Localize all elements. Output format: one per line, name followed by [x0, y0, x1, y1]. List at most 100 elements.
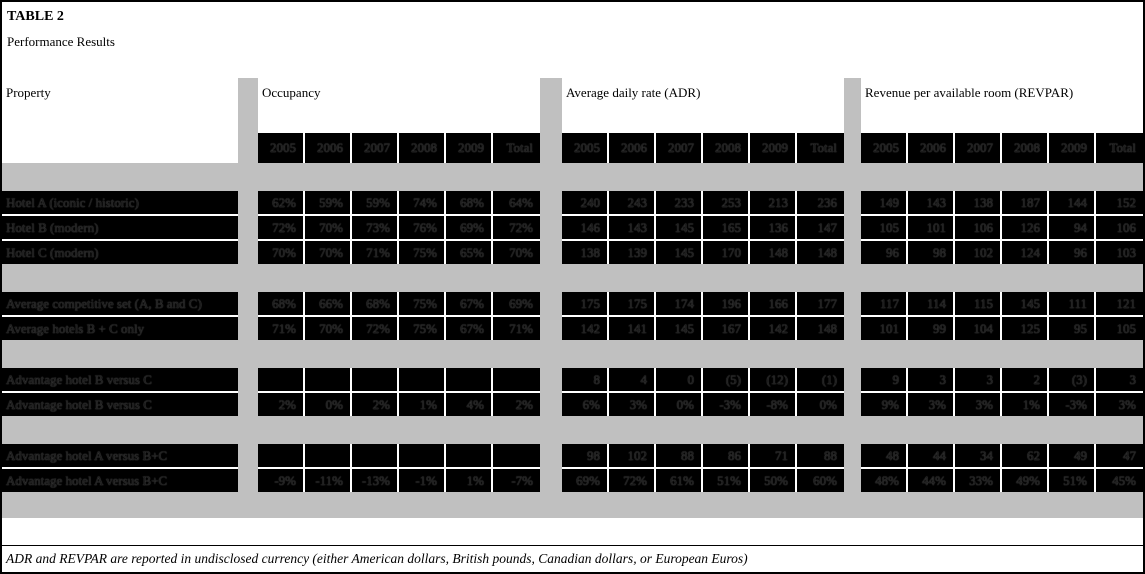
section-spacer [844, 368, 861, 393]
revpar-cell: 48% [861, 469, 908, 492]
section-spacer [540, 317, 562, 340]
table-subtitle: Performance Results [7, 34, 115, 49]
table-row: Hotel B (modern) 72% 70% 73% 76% 69% 72% 146 143… [2, 216, 1143, 241]
adr-year-header-cell: 2007 [656, 133, 703, 163]
table-row: Advantage hotel B versus C 8 4 0 (5) (12) (1) 9… [2, 368, 1143, 393]
revpar-cell: 102 [955, 241, 1002, 264]
occupancy-cell: 69% [493, 292, 540, 317]
occupancy-cell: 64% [493, 191, 540, 216]
occupancy-year-header-cell: 2009 [446, 133, 493, 163]
occupancy-year-header-cell: 2006 [305, 133, 352, 163]
occupancy-cell: 62% [258, 191, 305, 216]
occupancy-cell: 70% [493, 241, 540, 264]
column-header-property: Property [2, 78, 238, 133]
revpar-cell: 145 [1002, 292, 1049, 317]
occupancy-cell: 70% [305, 216, 352, 241]
occupancy-cell [446, 444, 493, 469]
adr-cell: 175 [562, 292, 609, 317]
revpar-cell: 34 [955, 444, 1002, 469]
revpar-cell: 101 [908, 216, 955, 241]
revpar-cell: 51% [1049, 469, 1096, 492]
occupancy-cell: 2% [493, 393, 540, 416]
section-spacer [844, 78, 861, 133]
occupancy-cell: -13% [352, 469, 399, 492]
occupancy-cell: 59% [305, 191, 352, 216]
adr-cell: 60% [797, 469, 844, 492]
revpar-cell: 103 [1096, 241, 1143, 264]
adr-cell: 177 [797, 292, 844, 317]
adr-cell: 142 [750, 317, 797, 340]
adr-cell: 142 [562, 317, 609, 340]
row-label: Hotel C (modern) [2, 241, 238, 264]
revpar-cell: 3 [908, 368, 955, 393]
adr-cell: 165 [703, 216, 750, 241]
occupancy-cell: 70% [305, 317, 352, 340]
occupancy-cell [305, 444, 352, 469]
adr-cell: 138 [562, 241, 609, 264]
table-row: Hotel A (iconic / historic) 62% 59% 59% 74% 6… [2, 191, 1143, 216]
occupancy-cell [399, 368, 446, 393]
section-spacer [844, 216, 861, 241]
revpar-cell: 47 [1096, 444, 1143, 469]
section-spacer [540, 216, 562, 241]
table-row: Hotel C (modern) 70% 70% 71% 75% 65% 70% 138 139… [2, 241, 1143, 264]
year-row-corner [2, 133, 238, 163]
adr-cell: 196 [703, 292, 750, 317]
occupancy-cell [305, 368, 352, 393]
occupancy-cell: -9% [258, 469, 305, 492]
section-spacer [844, 444, 861, 469]
section-spacer [540, 133, 562, 163]
adr-cell: (5) [703, 368, 750, 393]
occupancy-cell: 68% [258, 292, 305, 317]
adr-cell: 61% [656, 469, 703, 492]
revpar-cell: 3% [955, 393, 1002, 416]
occupancy-cell: 71% [352, 241, 399, 264]
table-body: 2005 2006 2007 2008 2009 Total 2005 2006 2007 200… [2, 133, 1143, 518]
occupancy-cell: 2% [352, 393, 399, 416]
revpar-cell: 114 [908, 292, 955, 317]
table-title: TABLE 2 [7, 9, 64, 24]
row-label: Hotel A (iconic / historic) [2, 191, 238, 216]
occupancy-cell [446, 368, 493, 393]
revpar-cell: 104 [955, 317, 1002, 340]
adr-cell: 86 [703, 444, 750, 469]
revpar-cell: 3% [908, 393, 955, 416]
revpar-cell: 3 [955, 368, 1002, 393]
revpar-cell: 143 [908, 191, 955, 216]
occupancy-cell: 66% [305, 292, 352, 317]
adr-cell: 146 [562, 216, 609, 241]
revpar-cell: 3% [1096, 393, 1143, 416]
revpar-cell: 48 [861, 444, 908, 469]
occupancy-cell [493, 368, 540, 393]
revpar-cell: 149 [861, 191, 908, 216]
adr-cell: 148 [797, 241, 844, 264]
row-label: Average competitive set (A, B and C) [2, 292, 238, 317]
occupancy-cell: 59% [352, 191, 399, 216]
revpar-year-header-cell: 2009 [1049, 133, 1096, 163]
occupancy-cell: 68% [352, 292, 399, 317]
revpar-cell: 96 [1049, 241, 1096, 264]
adr-cell: 141 [609, 317, 656, 340]
revpar-cell: 101 [861, 317, 908, 340]
table-row: Advantage hotel B versus C 2% 0% 2% 1% 4% 2% 6%… [2, 393, 1143, 416]
occupancy-cell [493, 444, 540, 469]
adr-cell: 0% [656, 393, 703, 416]
adr-cell: 88 [797, 444, 844, 469]
adr-year-header-cell: 2005 [562, 133, 609, 163]
section-spacer [844, 393, 861, 416]
occupancy-cell [352, 444, 399, 469]
occupancy-cell: 72% [352, 317, 399, 340]
revpar-cell: 124 [1002, 241, 1049, 264]
table-row: Average competitive set (A, B and C) 68% 6… [2, 292, 1143, 317]
section-spacer [540, 292, 562, 317]
revpar-cell: 44% [908, 469, 955, 492]
revpar-year-header-cell: Total [1096, 133, 1143, 163]
adr-year-header-cell: Total [797, 133, 844, 163]
section-spacer [844, 241, 861, 264]
occupancy-cell: -7% [493, 469, 540, 492]
section-spacer [238, 241, 258, 264]
separator-band [2, 264, 1143, 292]
table-row: Average hotels B + C only 71% 70% 72% 75% 67%… [2, 317, 1143, 340]
occupancy-cell: 72% [493, 216, 540, 241]
column-header-occupancy: Occupancy [258, 78, 540, 133]
